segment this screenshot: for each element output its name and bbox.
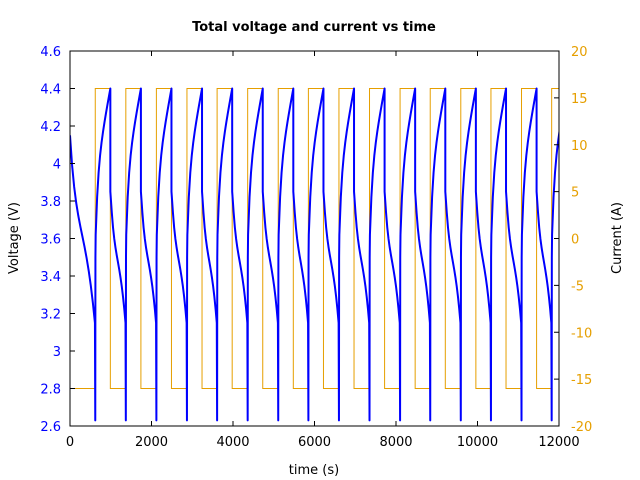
y2-tick-label: -15: [571, 373, 592, 388]
plot-frame: [69, 50, 560, 427]
x-axis-label: time (s): [289, 463, 339, 478]
y-tick-label: 3.4: [40, 270, 61, 285]
y-tick-label: 4: [53, 158, 61, 173]
y-tick-label: 4.2: [40, 120, 61, 135]
y-tick-label: 3.8: [40, 195, 61, 210]
chart-title: Total voltage and current vs time: [192, 20, 436, 35]
y-axis-label: Voltage (V): [7, 202, 22, 274]
y-tick-label: 4.6: [40, 45, 61, 60]
y2-tick-label: 15: [571, 92, 588, 107]
plot-area: [70, 87, 559, 422]
y-tick-label: 3.2: [40, 308, 61, 323]
y2-tick-label: 20: [571, 45, 588, 60]
y-tick-label: 3.6: [40, 233, 61, 248]
y2-axis-label: Current (A): [610, 202, 625, 274]
y2-tick-label: -20: [571, 420, 592, 435]
y2-tick-label: 5: [571, 186, 579, 201]
y-tick-label: 2.6: [40, 420, 61, 435]
y2-tick-label: 10: [571, 139, 588, 154]
y2-tick-label: -10: [571, 326, 592, 341]
axis-ticks: 0 2000 4000 6000 8000 10000 12000 2.6 2.8 3 3.2 3.4…: [40, 45, 592, 450]
x-tick-label: 0: [66, 435, 74, 450]
y2-tick-label: -5: [571, 279, 584, 294]
x-tick-label: 10000: [457, 435, 498, 450]
y-tick-label: 2.8: [40, 383, 61, 398]
y2-tick-label: 0: [571, 233, 579, 248]
y-tick-label: 4.4: [40, 83, 61, 98]
x-tick-label: 8000: [379, 435, 412, 450]
x-tick-label: 2000: [135, 435, 168, 450]
y-tick-label: 3: [53, 345, 61, 360]
x-tick-label: 6000: [298, 435, 331, 450]
x-tick-label: 12000: [538, 435, 579, 450]
voltage-series: [70, 87, 559, 422]
x-tick-label: 4000: [216, 435, 249, 450]
current-series: [70, 88, 559, 389]
